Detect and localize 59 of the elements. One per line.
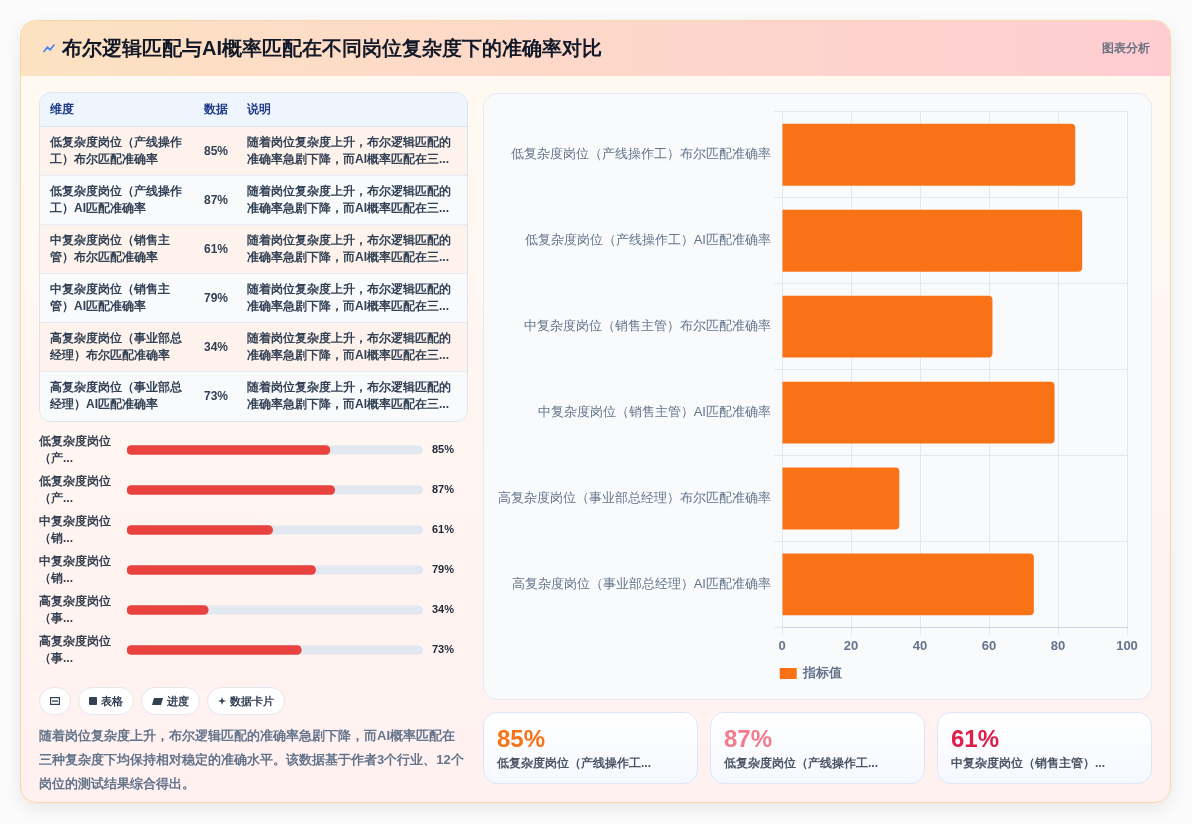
text: 说明 — [247, 93, 467, 127]
x-tick-label: 0 — [778, 637, 786, 653]
text: 随着岗位复杂度上升，布尔逻辑匹配的准确率急剧下降，而AI概率匹配在三... — [247, 175, 467, 225]
y-tick-label: 低复杂度岗位（产... — [38, 433, 111, 465]
text: 随着岗位复杂度上升，布尔逻辑匹配的准确率急剧下降，而AI概率匹配在三... — [247, 322, 467, 372]
data-label: 61% — [432, 523, 455, 536]
category-label: 低复杂度岗位（产线操作工... — [497, 755, 652, 771]
text: 61% — [951, 725, 1000, 752]
x-tick-label: 60 — [981, 637, 997, 653]
text: 85% — [204, 143, 229, 158]
tab[interactable]: 进度 — [141, 687, 200, 715]
data-label: 79% — [432, 563, 455, 576]
bar — [782, 381, 1055, 444]
text: 维度 — [40, 93, 204, 127]
text: 随着岗位复杂度上升，布尔逻辑匹配的准确率急剧下降，而AI概率匹配在三... — [247, 224, 467, 274]
y-tick-label: 低复杂度岗位（产线操作工）AI匹配准确率 — [524, 232, 771, 248]
bar — [782, 553, 1034, 616]
text: 随着岗位复杂度上升，布尔逻辑匹配的准确率急剧下降，而AI概率匹配在三种复杂度下均保持相对稳定的准确水平。该数据基于作者3个行业、12个岗位的测试结果综合得出。 — [39, 727, 465, 793]
y-tick-label: 低复杂度岗位（产线操作工）布尔匹配准确率 — [511, 146, 771, 162]
tab[interactable]: 数据卡片 — [207, 687, 285, 715]
y-tick-label: 中复杂度岗位（销... — [39, 513, 111, 545]
text: 布尔逻辑匹配与AI概率匹配在不同岗位复杂度下的准确率对比 — [62, 36, 602, 61]
x-tick-label: 100 — [1116, 637, 1138, 653]
y-tick-label: 高复杂度岗位（事业部总经理）布尔匹配准确率 — [498, 490, 771, 506]
y-tick-label: 高复杂度岗位（事业部总经理）AI匹配准确率 — [511, 576, 771, 592]
bar — [782, 209, 1083, 272]
y-tick-label: 高复杂度岗位（事... — [39, 633, 111, 665]
text: 随着岗位复杂度上升，布尔逻辑匹配的准确率急剧下降，而AI概率匹配在三... — [247, 371, 467, 420]
text: 随着岗位复杂度上升，布尔逻辑匹配的准确率急剧下降，而AI概率匹配在三... — [247, 126, 467, 176]
text: 79% — [204, 290, 229, 305]
text: 图表分析 — [1102, 40, 1150, 57]
category-label: 低复杂度岗位（产线操作工... — [724, 755, 879, 771]
text: 85% — [497, 725, 546, 752]
y-tick-label: 中复杂度岗位（销售主管）AI匹配准确率 — [537, 404, 771, 420]
y-tick-label: 中复杂度岗位（销售主管）布尔匹配准确率 — [524, 318, 771, 334]
tab[interactable] — [39, 687, 71, 715]
x-tick-label: 40 — [912, 637, 928, 653]
y-tick-label: 低复杂度岗位（产... — [38, 473, 111, 505]
text: 87% — [204, 192, 229, 207]
data-label: 73% — [432, 643, 455, 656]
y-tick-label: 中复杂度岗位（销... — [39, 553, 111, 585]
x-tick-label: 20 — [843, 637, 859, 653]
y-tick-label: 高复杂度岗位（事... — [39, 593, 111, 625]
tab[interactable]: 表格 — [78, 687, 134, 715]
data-label: 85% — [432, 443, 455, 456]
text: 随着岗位复杂度上升，布尔逻辑匹配的准确率急剧下降，而AI概率匹配在三... — [247, 273, 467, 323]
bar — [782, 467, 900, 530]
x-tick-label: 80 — [1050, 637, 1066, 653]
category-label: 中复杂度岗位（销售主管）... — [951, 755, 1106, 771]
text: 87% — [724, 725, 773, 752]
text: 数据 — [204, 93, 247, 127]
text: 34% — [204, 339, 229, 354]
legend-label: 指标值 — [802, 665, 843, 681]
bar — [782, 295, 993, 358]
bar — [782, 123, 1076, 186]
text: 61% — [204, 241, 229, 256]
text: 73% — [204, 388, 229, 403]
data-label: 34% — [432, 603, 455, 616]
data-label: 87% — [432, 483, 455, 496]
